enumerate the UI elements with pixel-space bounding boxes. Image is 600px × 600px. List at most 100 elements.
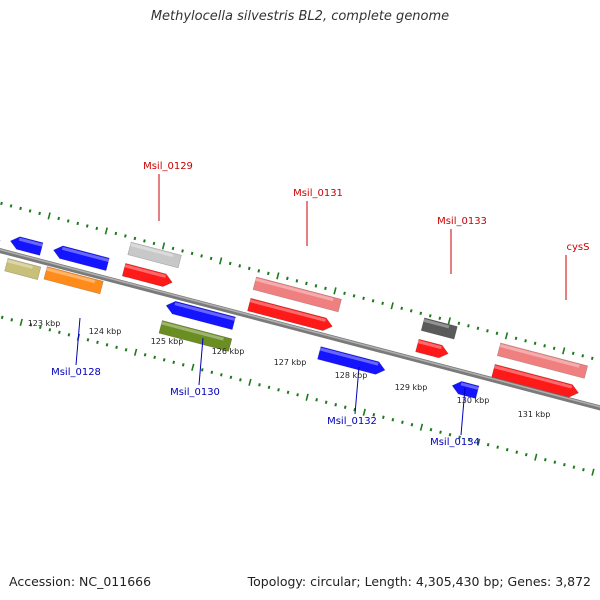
- upper-tick-mark: [181, 249, 184, 253]
- gene-leader-line: [460, 387, 466, 436]
- lower-tick-mark: [467, 438, 471, 442]
- lower-tick-mark: [458, 435, 461, 439]
- gene-arrow-sheen: [249, 299, 326, 322]
- gene-leader-line: [198, 337, 204, 386]
- map-title: Methylocella silvestris BL2, complete ge…: [150, 9, 450, 24]
- lower-tick-mark: [67, 333, 71, 337]
- lower-tick-mark: [220, 373, 223, 377]
- gene-arrow-body: [43, 266, 104, 295]
- lower-tick-mark: [315, 398, 318, 402]
- upper-tick-mark: [171, 246, 175, 251]
- gene-label-forward: Msil_0131: [293, 188, 343, 199]
- gene-arrow-sheen: [46, 267, 96, 284]
- gene-leader-line: [75, 317, 81, 366]
- gene-leader-line: [354, 366, 360, 415]
- gene-arrow-body: [420, 317, 458, 340]
- gene-arrow-sheen: [6, 259, 33, 269]
- lower-tick-mark: [505, 447, 509, 452]
- upper-tick-mark: [504, 332, 509, 340]
- upper-tick-mark: [381, 301, 384, 306]
- gene-feature: [496, 342, 589, 379]
- lower-tick-mark: [86, 338, 90, 342]
- lower-tick-mark: [553, 460, 557, 464]
- lower-tick-mark: [486, 443, 490, 447]
- upper-tick-mark: [590, 356, 594, 360]
- lower-tick-mark: [210, 370, 214, 375]
- gene-label-reverse: Msil_0134: [430, 437, 480, 448]
- lower-tick-mark: [229, 375, 233, 379]
- upper-tick-mark: [486, 329, 489, 333]
- gene-feature: [252, 276, 342, 313]
- lower-tick-mark: [200, 368, 204, 372]
- lower-tick-mark: [48, 328, 52, 332]
- upper-tick-mark: [19, 206, 22, 211]
- kbp-label: 124 kbp: [89, 327, 122, 336]
- gene-arrow-body: [317, 346, 386, 375]
- upper-tick-mark: [295, 279, 299, 283]
- lower-tick-mark: [153, 355, 157, 360]
- gene-feature: [317, 346, 386, 375]
- upper-tick-mark: [200, 254, 203, 258]
- lower-tick-mark: [38, 325, 42, 330]
- upper-tick-mark: [209, 256, 213, 261]
- upper-tick-mark: [124, 234, 127, 238]
- gene-arrow-body: [451, 381, 480, 399]
- tick-marks: [0, 201, 595, 476]
- lower-tick-mark: [296, 393, 299, 397]
- upper-tick-mark: [476, 326, 480, 331]
- lower-tick-mark: [372, 413, 376, 417]
- upper-tick-mark: [495, 331, 499, 336]
- upper-tick-mark: [114, 231, 118, 236]
- upper-tick-mark: [400, 306, 404, 311]
- lower-tick-mark: [582, 467, 585, 472]
- upper-tick-mark: [343, 291, 346, 296]
- lower-tick-mark: [515, 450, 519, 454]
- kbp-label: 128 kbp: [335, 371, 368, 380]
- lower-tick-mark: [362, 408, 366, 416]
- upper-tick-mark: [9, 204, 13, 208]
- gene-arrow-sheen: [319, 347, 379, 366]
- lower-tick-mark: [115, 345, 118, 350]
- gene-feature: [43, 266, 104, 295]
- lower-tick-mark: [391, 418, 395, 422]
- gene-arrow-body: [491, 363, 579, 398]
- gene-arrow-sheen: [499, 344, 580, 368]
- gene-feature: [420, 317, 458, 340]
- upper-tick-mark: [133, 236, 137, 241]
- upper-tick-mark: [0, 201, 3, 206]
- upper-tick-mark: [524, 339, 527, 343]
- gene-label-forward: cysS: [567, 242, 590, 253]
- lower-tick-mark: [248, 378, 252, 386]
- gene-arrow-sheen: [161, 321, 224, 341]
- upper-tick-mark: [428, 314, 432, 318]
- genome-summary-text: Topology: circular; Length: 4,305,430 bp…: [247, 574, 591, 589]
- lower-tick-mark: [419, 423, 424, 431]
- upper-tick-mark: [238, 264, 242, 268]
- upper-tick-mark: [390, 302, 394, 310]
- lower-tick-mark: [162, 358, 166, 362]
- gene-arrow-sheen: [417, 340, 442, 350]
- gene-label-reverse: Msil_0130: [170, 387, 220, 398]
- lower-tick-mark: [381, 415, 385, 419]
- lower-tick-mark: [496, 445, 500, 449]
- gene-arrow-body: [121, 262, 173, 287]
- upper-tick-mark: [28, 209, 32, 213]
- upper-tick-mark: [143, 239, 146, 243]
- gene-label-reverse: Msil_0128: [51, 367, 101, 378]
- lower-tick-mark: [343, 405, 347, 409]
- gene-feature: [165, 300, 236, 330]
- upper-tick-mark: [190, 251, 194, 256]
- lower-tick-mark: [10, 318, 14, 322]
- gene-arrow-body: [165, 300, 236, 330]
- gene-features: [0, 226, 589, 399]
- lower-tick-mark: [181, 363, 185, 367]
- upper-tick-mark: [66, 219, 70, 223]
- gene-feature: [127, 241, 182, 269]
- gene-arrow-body: [496, 342, 589, 379]
- gene-feature: [121, 262, 173, 287]
- gene-arrow-body: [415, 338, 449, 359]
- gene-arrow-body: [9, 236, 44, 256]
- lower-tick-mark: [324, 400, 328, 404]
- lower-tick-mark: [534, 453, 538, 461]
